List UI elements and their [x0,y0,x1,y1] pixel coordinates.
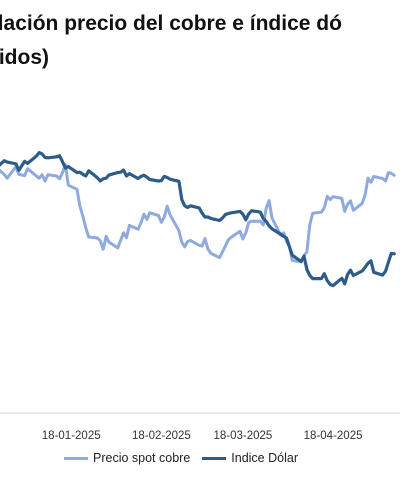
legend-item: Precio spot cobre [64,451,190,465]
x-tick: 18-01-2025 [42,430,101,442]
series-indice-dolar [0,151,396,288]
x-tick: 18-04-2025 [304,430,363,442]
x-tick: 18-03-2025 [213,430,272,442]
chart-title-line-1: elación precio del cobre e índice dó [0,12,342,35]
x-tick-label: 18-04-2025 [304,430,363,442]
legend-label: Precio spot cobre [93,451,191,465]
x-tick-label: 18-01-2025 [42,430,101,442]
legend-label: Indice Dólar [231,451,298,465]
legend-item: Indice Dólar [202,451,298,465]
chart-title-line-2: nidos) [0,46,49,69]
x-tick: 18-02-2025 [132,430,191,442]
series-layer [0,151,396,288]
x-axis: 2418-01-202518-02-202518-03-202518-04-20… [0,412,400,442]
series-line [0,151,396,288]
x-tick-label: 18-03-2025 [213,430,272,442]
legend-swatch [202,456,227,460]
x-tick-label: 18-02-2025 [132,430,191,442]
legend-swatch [64,456,88,460]
series-precio-spot-cobre [0,163,396,264]
chart-title: elación precio del cobre e índice dó nid… [0,7,342,75]
chart-legend: Precio spot cobre Indice Dólar [64,451,302,465]
series-line [0,163,396,264]
